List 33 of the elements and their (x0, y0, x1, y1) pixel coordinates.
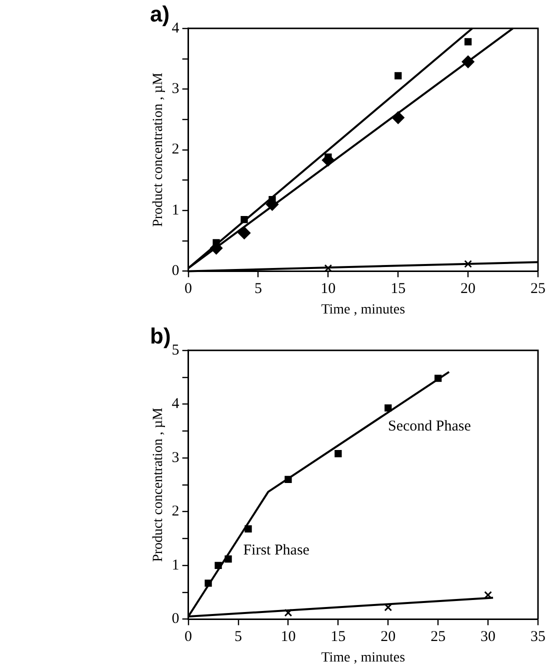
y-tick-label: 2 (172, 504, 180, 520)
chart-title: a) (150, 1, 170, 26)
x-tick-label: 25 (530, 281, 546, 298)
x-axis-title: Time , minutes (321, 302, 406, 318)
x-tick-label: 25 (430, 629, 446, 646)
x-tick-label: 15 (330, 629, 346, 646)
chart-title: b) (150, 323, 171, 348)
y-tick-label: 3 (172, 81, 180, 98)
y-tick-label: 4 (172, 20, 180, 36)
x-tick-label: 0 (184, 629, 192, 646)
y-tick-label: 5 (172, 342, 180, 358)
annotation: Second Phase (388, 418, 472, 435)
y-tick-label: 1 (172, 202, 180, 218)
x-tick-label: 10 (280, 629, 296, 646)
x-tick-label: 20 (380, 629, 396, 646)
y-axis-title: Product concentration , µM (151, 72, 166, 227)
y-tick-label: 4 (172, 396, 180, 412)
y-tick-label: 3 (172, 450, 180, 466)
x-tick-label: 5 (254, 281, 262, 298)
x-tick-label: 35 (530, 629, 546, 646)
x-tick-label: 20 (460, 281, 476, 298)
x-tick-label: 0 (184, 281, 192, 298)
x-tick-label: 10 (320, 281, 336, 298)
x-axis-title: Time , minutes (321, 650, 406, 666)
annotation: First Phase (243, 542, 310, 558)
x-tick-label: 15 (390, 281, 406, 298)
x-tick-label: 30 (480, 629, 496, 646)
y-tick-label: 1 (172, 557, 180, 574)
y-axis-title: Product concentration , µM (151, 407, 166, 562)
y-tick-label: 0 (172, 263, 180, 280)
x-tick-label: 5 (234, 629, 242, 646)
y-tick-label: 2 (172, 142, 180, 158)
y-tick-label: 0 (172, 611, 180, 628)
